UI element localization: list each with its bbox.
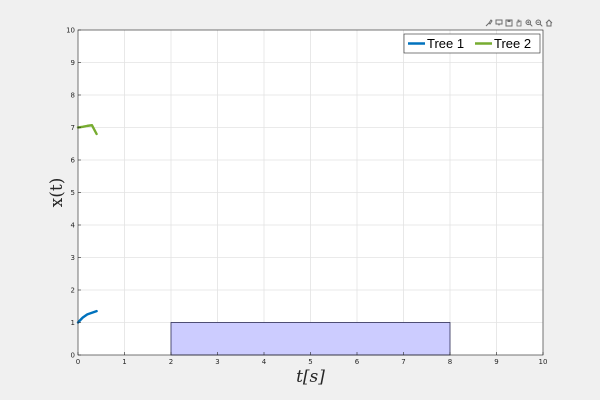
y-tick-label: 5 bbox=[71, 189, 75, 197]
shaded-region bbox=[170, 322, 451, 356]
axes-toolbar bbox=[484, 18, 553, 27]
y-tick-label: 8 bbox=[71, 92, 75, 100]
legend-box bbox=[403, 33, 541, 54]
y-axis-label: x(t) bbox=[47, 178, 67, 208]
x-tick-label: 3 bbox=[215, 358, 219, 366]
x-tick-label: 5 bbox=[308, 358, 312, 366]
y-tick-label: 1 bbox=[71, 319, 75, 327]
save-icon[interactable] bbox=[504, 18, 513, 27]
y-tick-label: 7 bbox=[71, 124, 75, 132]
brush-icon[interactable] bbox=[484, 18, 493, 27]
y-tick-label: 0 bbox=[71, 352, 75, 360]
home-icon[interactable] bbox=[544, 18, 553, 27]
y-tick-label: 2 bbox=[71, 287, 75, 295]
y-tick-label: 6 bbox=[71, 157, 76, 165]
x-tick-label: 7 bbox=[401, 358, 405, 366]
y-tick-label: 9 bbox=[71, 59, 75, 67]
zoom-in-icon[interactable] bbox=[524, 18, 533, 27]
legend-label-1: Tree 1 bbox=[427, 36, 464, 51]
x-tick-label: 9 bbox=[494, 358, 498, 366]
pan-icon[interactable] bbox=[514, 18, 523, 27]
x-tick-label: 8 bbox=[448, 358, 452, 366]
x-tick-label: 0 bbox=[76, 358, 80, 366]
x-tick-label: 4 bbox=[262, 358, 267, 366]
zoom-out-icon[interactable] bbox=[534, 18, 543, 27]
data-tip-icon[interactable] bbox=[494, 18, 503, 27]
x-tick-label: 1 bbox=[122, 358, 126, 366]
legend-label-2: Tree 2 bbox=[494, 36, 531, 51]
series-line-1 bbox=[76, 309, 98, 324]
y-tick-label: 4 bbox=[71, 222, 76, 230]
x-tick-label: 6 bbox=[355, 358, 360, 366]
x-tick-label: 2 bbox=[169, 358, 173, 366]
y-tick-label: 3 bbox=[71, 254, 75, 262]
x-axis-label: t[s] bbox=[296, 367, 325, 387]
y-tick-label: 10 bbox=[66, 27, 75, 35]
x-tick-label: 10 bbox=[539, 358, 548, 366]
series-line-2 bbox=[76, 124, 98, 136]
